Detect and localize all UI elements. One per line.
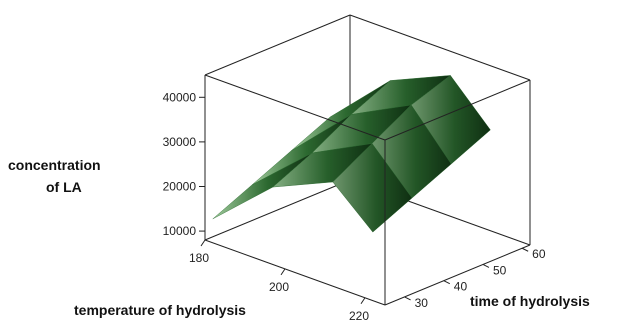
x-axis-title: temperature of hydrolysis — [74, 302, 246, 318]
z-tick-label: 40000 — [163, 90, 197, 104]
surface-patch-shade — [252, 114, 352, 185]
z-tick-label: 30000 — [163, 135, 197, 149]
y-tick — [404, 296, 411, 301]
surface-patch-shade — [272, 143, 372, 188]
x-tick-label: 180 — [189, 251, 209, 265]
box-edge-right-top — [384, 79, 531, 141]
surface-patch-shade — [332, 143, 412, 233]
surface-patch-shade — [351, 75, 451, 115]
box-edge-right-bottom — [384, 244, 531, 306]
surface-patch-shade — [291, 80, 391, 151]
box-edge-back-top — [349, 14, 531, 81]
surface-patch-shade — [411, 75, 491, 164]
z-axis-title-line-1: concentration — [8, 157, 101, 173]
surface-patch-shade — [372, 105, 452, 198]
y-axis-title: time of hydrolysis — [470, 293, 590, 309]
y-tick — [521, 247, 529, 252]
surface-patch-shade — [312, 105, 412, 153]
x-tick — [200, 239, 206, 247]
box-edge-left-bottom — [204, 179, 351, 241]
box-edge-front-top — [204, 74, 386, 141]
z-tick-label: 10000 — [163, 224, 197, 238]
x-axis: 180 200 220 — [189, 239, 369, 322]
z-axis-title-line-2: of LA — [46, 179, 82, 195]
y-axis: 30 40 50 60 — [404, 247, 546, 310]
surface-patch-shade — [212, 153, 312, 219]
y-tick-label: 40 — [454, 280, 468, 294]
z-tick-label: 20000 — [163, 179, 197, 193]
plot-box-front — [204, 74, 531, 306]
box-edge-front-bottom — [204, 239, 386, 306]
x-tick — [280, 268, 286, 276]
x-tick-label: 220 — [349, 309, 369, 322]
y-tick-label: 60 — [532, 247, 546, 261]
y-tick — [482, 264, 490, 268]
x-tick-label: 200 — [269, 280, 289, 294]
surface-patch — [332, 143, 413, 233]
y-tick — [443, 280, 451, 285]
y-tick-label: 50 — [493, 263, 507, 277]
box-edge-left-top — [204, 14, 351, 76]
y-tick-label: 30 — [415, 296, 429, 310]
surface-layer — [212, 75, 491, 233]
z-axis: 10000 20000 30000 40000 — [163, 90, 205, 238]
x-tick — [360, 297, 366, 305]
